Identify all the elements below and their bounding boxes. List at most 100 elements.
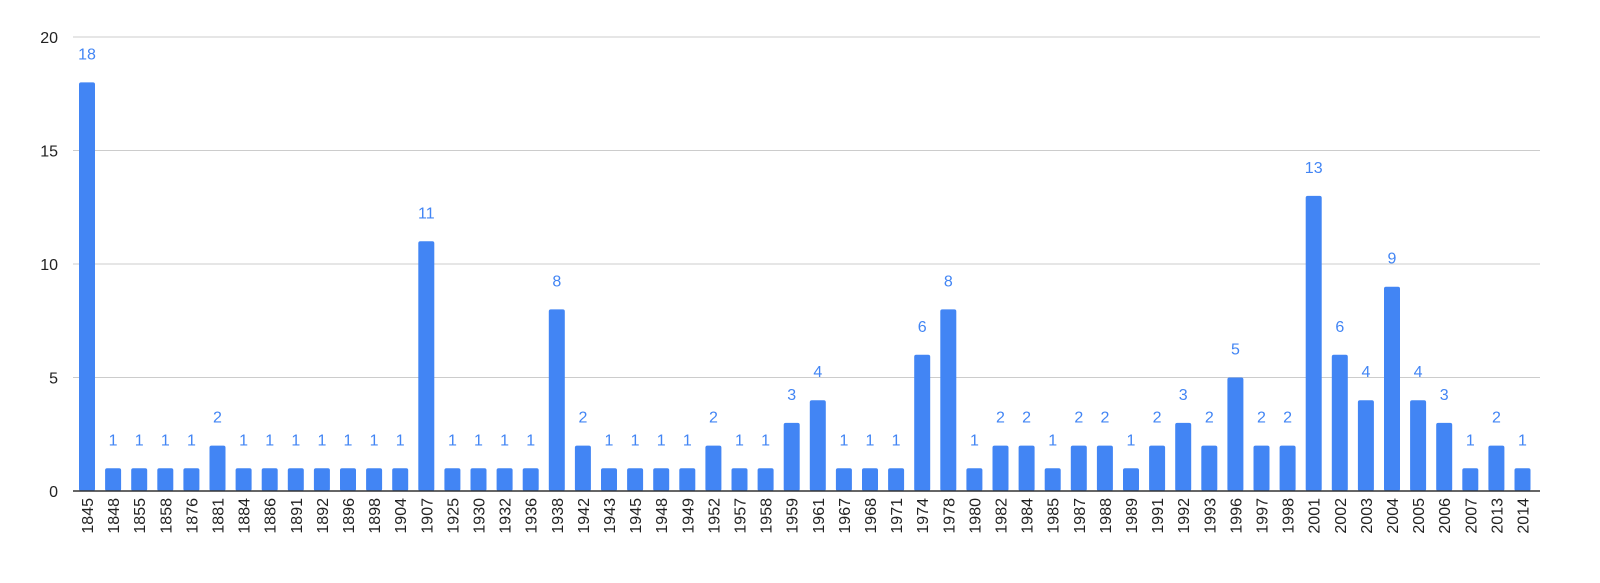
bar	[366, 468, 383, 491]
data-label: 3	[787, 387, 796, 404]
x-tick-label: 1898	[367, 498, 384, 534]
bar	[1436, 422, 1453, 491]
data-label: 1	[526, 432, 535, 449]
data-label: 1	[317, 432, 326, 449]
data-label: 2	[213, 410, 222, 427]
grid-lines	[73, 36, 1540, 378]
x-tick-label: 1936	[524, 498, 541, 534]
x-tick-label: 1932	[498, 498, 515, 534]
bar	[783, 422, 800, 491]
data-label: 1	[187, 432, 196, 449]
x-tick-label: 1974	[915, 498, 932, 534]
bar	[914, 354, 931, 491]
bar	[1175, 422, 1192, 491]
bar	[966, 468, 983, 491]
bar	[1123, 468, 1139, 491]
bar	[1305, 195, 1322, 491]
bar	[1514, 468, 1531, 491]
bar	[731, 468, 748, 491]
x-tick-label: 1961	[811, 498, 828, 534]
x-tick-label: 2003	[1359, 498, 1376, 534]
data-label: 6	[1335, 319, 1344, 336]
bar	[1227, 377, 1244, 491]
x-tick-label: 1858	[158, 498, 175, 534]
bar	[653, 468, 670, 491]
x-tick-label: 1991	[1150, 498, 1167, 534]
x-tick-label: 1984	[1020, 498, 1037, 534]
data-label: 4	[1414, 364, 1423, 381]
x-tick-label: 1943	[602, 498, 619, 534]
data-label: 3	[1440, 387, 1449, 404]
bar	[1070, 445, 1087, 491]
x-tick-label: 1876	[184, 498, 201, 534]
data-label: 8	[944, 273, 953, 290]
data-label: 18	[78, 46, 96, 63]
bar	[601, 468, 617, 491]
x-tick-label: 1845	[80, 498, 97, 534]
bar	[496, 468, 513, 491]
x-tick-label: 1892	[315, 498, 332, 534]
x-tick-label: 1896	[341, 498, 358, 534]
x-tick-label: 1945	[628, 498, 645, 534]
bar	[470, 468, 487, 491]
bar	[1018, 445, 1035, 491]
bar	[835, 468, 852, 491]
x-tick-label: 1948	[654, 498, 671, 534]
data-label: 1	[892, 432, 901, 449]
bar	[1331, 354, 1348, 491]
data-label: 2	[1492, 410, 1501, 427]
data-label: 1	[735, 432, 744, 449]
x-tick-label: 1930	[472, 498, 489, 534]
x-tick-label: 1998	[1281, 498, 1298, 534]
data-label: 1	[970, 432, 979, 449]
x-tick-label: 1942	[576, 498, 593, 534]
bar	[679, 468, 696, 491]
data-label: 1	[839, 432, 848, 449]
y-tick-label: 10	[40, 257, 58, 274]
x-tick-label: 1988	[1098, 498, 1115, 534]
x-tick-label: 1881	[211, 498, 228, 534]
data-label: 1	[239, 432, 248, 449]
bar	[548, 309, 565, 491]
data-label: 4	[813, 364, 822, 381]
x-tick-label: 1938	[550, 498, 567, 534]
bar	[392, 468, 409, 491]
x-tick-label: 1992	[1176, 498, 1193, 534]
data-label: 1	[291, 432, 300, 449]
x-tick-label: 1904	[393, 498, 410, 534]
data-label: 1	[500, 432, 509, 449]
data-label: 13	[1305, 160, 1323, 177]
x-tick-label: 1952	[706, 498, 723, 534]
data-label: 1	[1127, 432, 1136, 449]
data-label: 4	[1361, 364, 1370, 381]
data-label: 9	[1388, 251, 1397, 268]
bar	[705, 445, 722, 491]
x-tick-label: 1855	[132, 498, 149, 534]
bar	[757, 468, 774, 491]
data-label: 2	[1074, 410, 1083, 427]
bar	[79, 82, 95, 492]
x-tick-label: 1989	[1124, 498, 1141, 534]
bar	[1149, 445, 1166, 491]
bar	[1044, 468, 1061, 491]
x-tick-label: 1978	[941, 498, 958, 534]
bar	[940, 309, 957, 491]
y-tick-label: 20	[40, 30, 58, 47]
bars	[79, 82, 1531, 492]
x-axis-ticks: 1845 1848 1855 1858 1876 1881 1884 1886 1891 1892…	[80, 498, 1533, 534]
bar	[235, 468, 252, 491]
data-label: 2	[1100, 410, 1109, 427]
x-tick-label: 2005	[1411, 498, 1428, 534]
bar	[992, 445, 1009, 491]
x-tick-label: 2001	[1307, 498, 1324, 534]
data-label: 1	[605, 432, 614, 449]
y-tick-label: 15	[40, 144, 58, 161]
bar	[1096, 445, 1113, 491]
data-label: 11	[418, 205, 435, 222]
data-label: 2	[1205, 410, 1214, 427]
data-label: 2	[1022, 410, 1031, 427]
x-tick-label: 1993	[1202, 498, 1219, 534]
bar	[1279, 445, 1296, 491]
bar	[888, 468, 905, 491]
